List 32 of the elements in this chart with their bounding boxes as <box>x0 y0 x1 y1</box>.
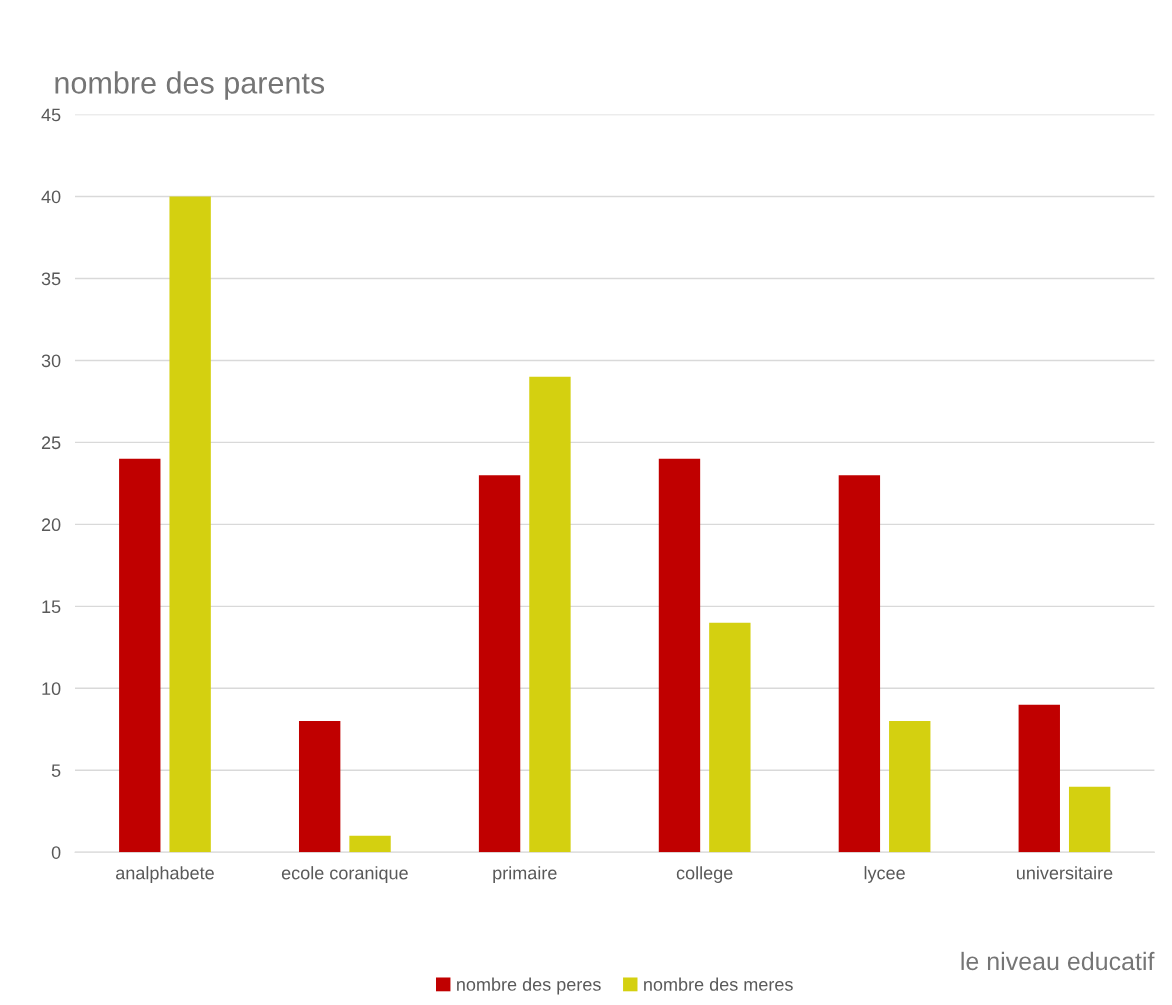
y-tick-label: 35 <box>41 272 61 286</box>
bar <box>1018 704 1060 853</box>
y-tick-label: 30 <box>41 354 61 368</box>
bar <box>119 458 161 853</box>
x-tick-label: ecole coranique <box>281 866 408 883</box>
y-tick-label: 40 <box>41 190 61 204</box>
y-axis-title: nombre des parents <box>55 71 325 100</box>
y-tick-label: 15 <box>42 600 61 614</box>
legend-label: nombre des meres <box>644 977 793 991</box>
bar <box>349 835 391 853</box>
bar <box>169 196 211 853</box>
y-tick-label: 0 <box>51 846 61 859</box>
legend-label: nombre des peres <box>457 977 601 995</box>
bar <box>889 721 931 853</box>
bar <box>658 458 701 853</box>
y-tick-label: 45 <box>41 108 61 122</box>
bar <box>1068 786 1111 853</box>
x-tick-label: universitaire <box>1016 866 1113 880</box>
x-axis-title: le niveau educatif <box>961 951 1155 971</box>
y-tick-label: 20 <box>41 518 61 532</box>
x-tick-label: lycee <box>864 866 905 883</box>
y-tick-label: 25 <box>41 436 61 450</box>
bar <box>709 622 751 853</box>
y-tick-label: 5 <box>51 764 61 777</box>
y-tick-label: 10 <box>42 682 61 696</box>
bar <box>478 475 521 853</box>
bar <box>838 475 881 853</box>
x-tick-label: analphabete <box>116 866 214 883</box>
x-tick-label: college <box>676 866 733 883</box>
bar <box>298 721 341 853</box>
bar <box>529 376 571 853</box>
x-tick-label: primaire <box>493 866 557 883</box>
